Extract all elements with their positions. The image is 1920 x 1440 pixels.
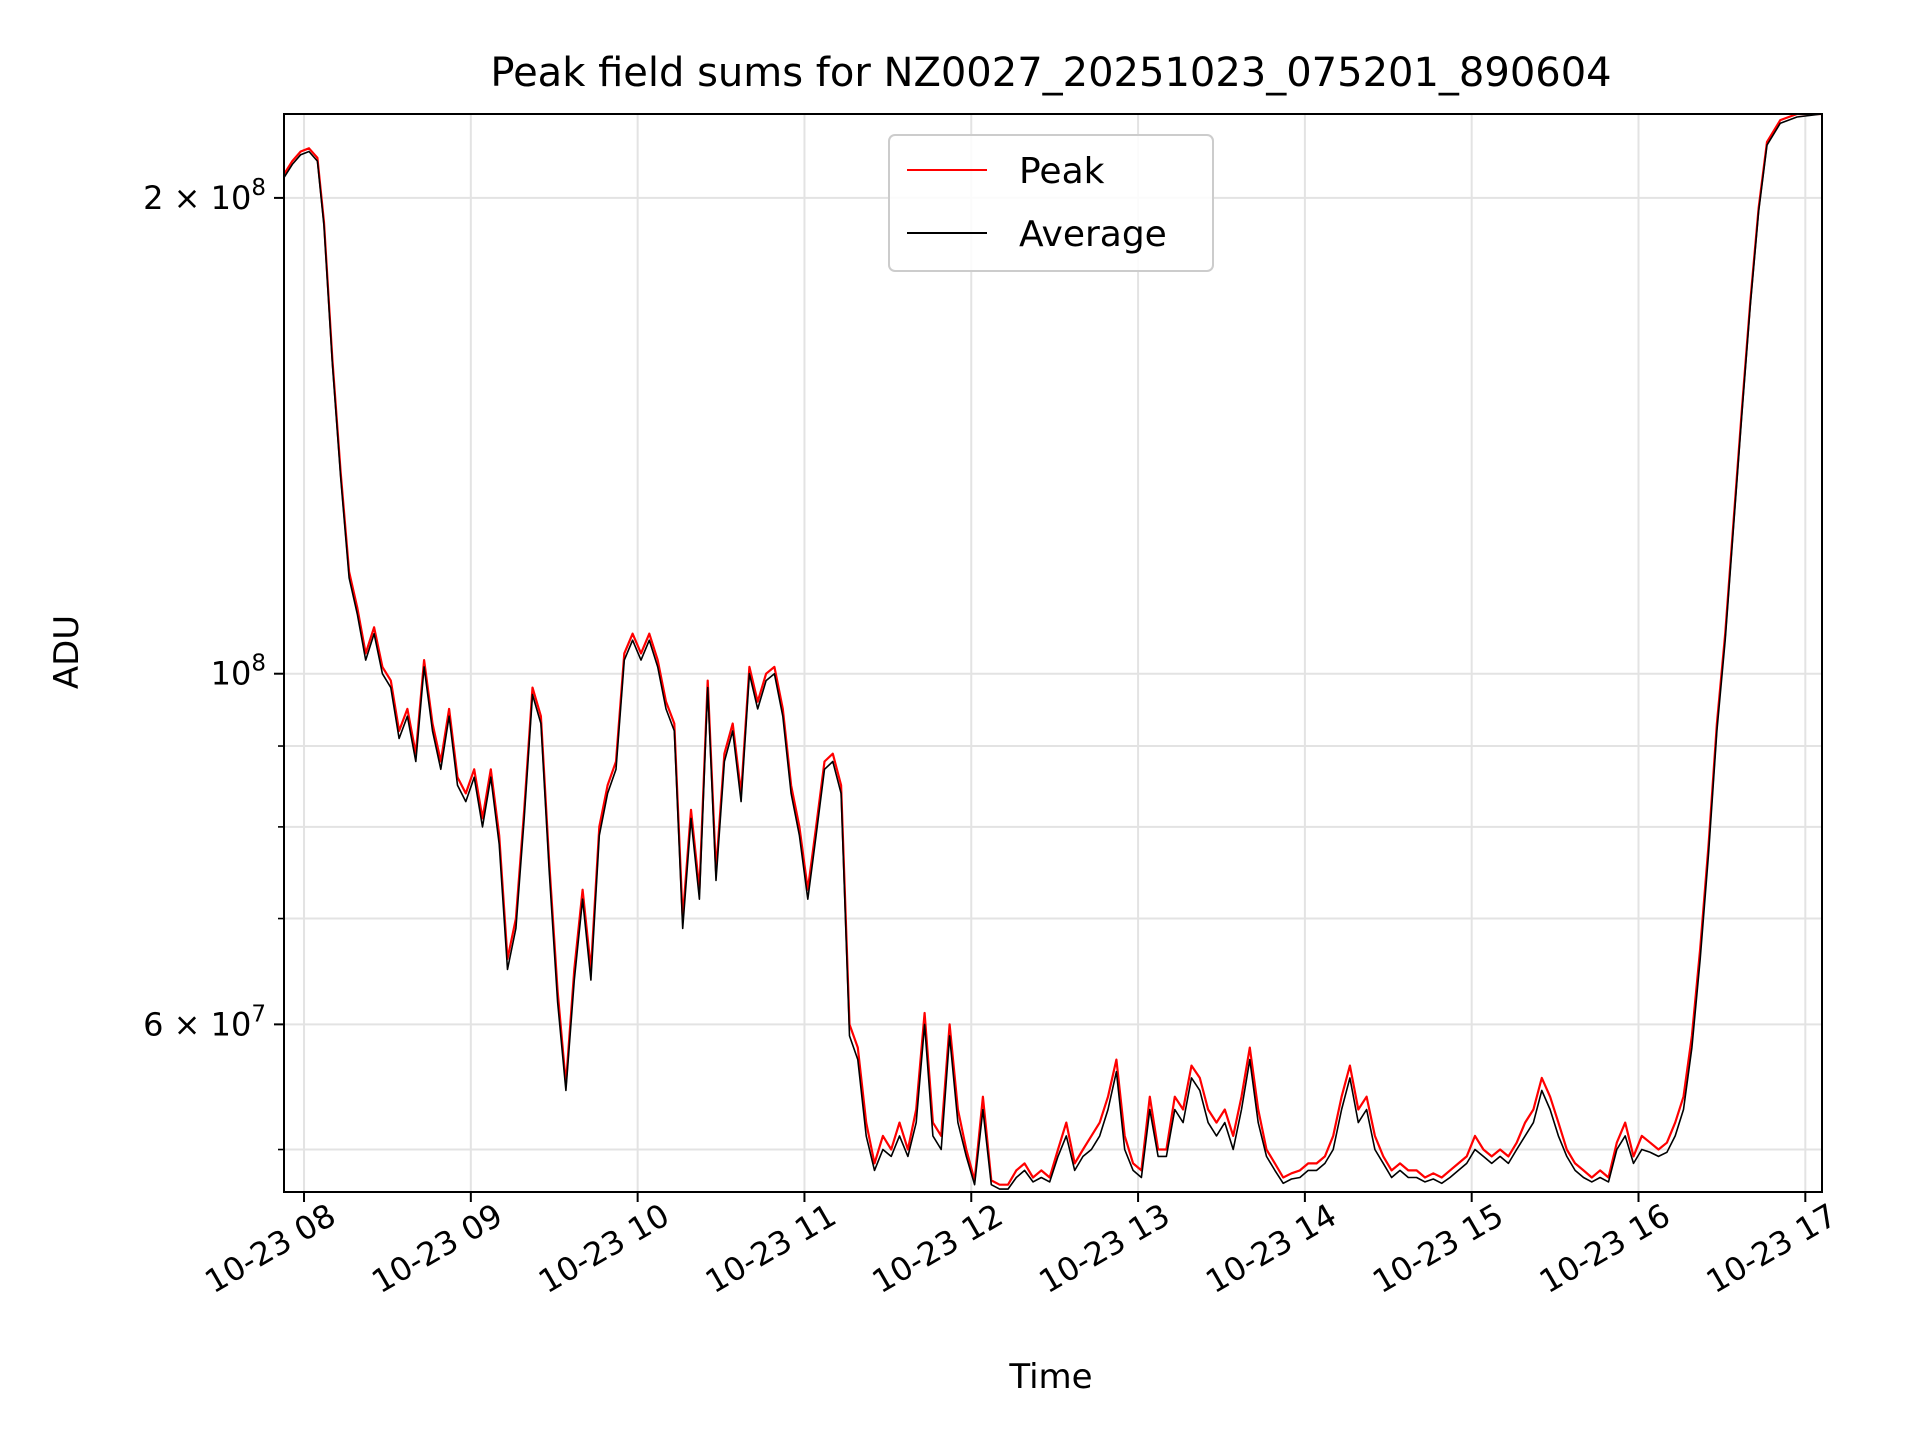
y-tick-base: 2 × 10 (143, 179, 251, 217)
series-line-peak (284, 114, 1822, 1186)
series-line-average (284, 114, 1822, 1190)
y-tick-base: 10 (211, 655, 252, 693)
y-axis-label: ADU (47, 615, 87, 689)
y-tick-label: 108 (211, 651, 266, 693)
plot-series (284, 114, 1822, 1190)
y-tick-exponent: 8 (251, 651, 266, 677)
y-tick-label: 2 × 108 (143, 175, 266, 217)
legend: Peak Average (888, 134, 1214, 272)
y-tick-exponent: 8 (251, 175, 266, 201)
legend-label-peak: Peak (1019, 151, 1105, 192)
axes-frame (283, 113, 1823, 1193)
grid (284, 114, 1822, 1192)
y-tick-exponent: 7 (251, 1001, 266, 1027)
legend-label-average: Average (1019, 214, 1167, 255)
chart-title: Peak field sums for NZ0027_20251023_0752… (490, 50, 1611, 96)
y-tick-base: 6 × 10 (143, 1005, 251, 1043)
x-axis-label: Time (1008, 1357, 1092, 1397)
y-tick-label: 6 × 107 (143, 1001, 266, 1043)
